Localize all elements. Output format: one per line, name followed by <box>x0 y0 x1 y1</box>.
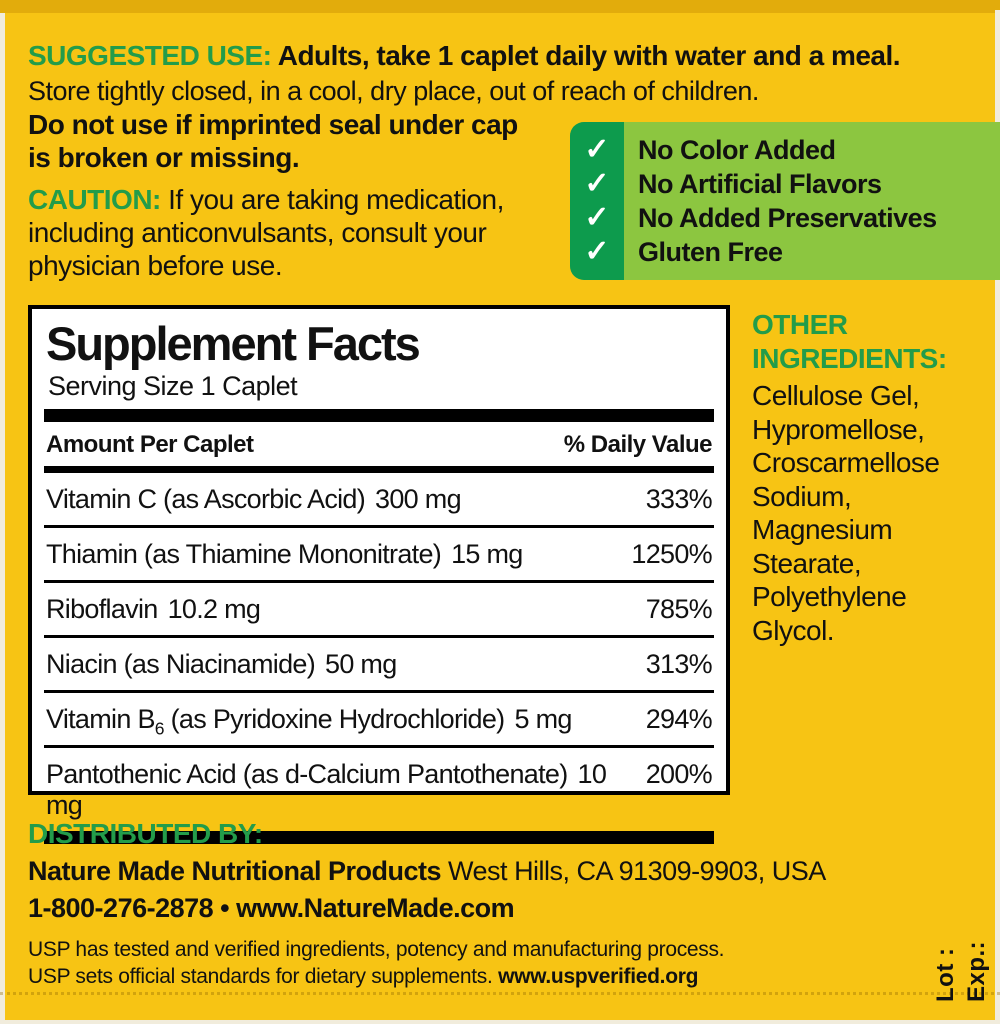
nutrient-amount: 15 mg <box>451 539 523 570</box>
divider-medium <box>44 466 714 474</box>
nutrient-daily-value: 1250% <box>631 539 712 570</box>
nutrient-row: Thiamin (as Thiamine Mononitrate) 15 mg 12… <box>44 528 714 584</box>
checklist-item: ✓ Gluten Free <box>570 235 1000 269</box>
divider-thick <box>44 409 714 423</box>
suggested-use-line: SUGGESTED USE: Adults, take 1 caplet dai… <box>28 40 901 72</box>
label-top-strip <box>0 0 1000 13</box>
serving-size: Serving Size 1 Caplet <box>48 371 298 402</box>
checklist-item-label: No Added Preservatives <box>638 202 937 233</box>
other-ingredients-list: Cellulose Gel, Hypromellose, Croscarmell… <box>752 380 940 646</box>
fold-line <box>0 992 1000 995</box>
distributor-line: Nature Made Nutritional Products West Hi… <box>28 856 826 887</box>
checkmark-icon: ✓ <box>584 133 610 166</box>
usp-url: www.uspverified.org <box>498 965 699 988</box>
nutrient-name: Niacin (as Niacinamide) 50 mg <box>46 649 397 680</box>
nutrient-daily-value: 785% <box>645 594 713 625</box>
facts-header-row: Amount Per Caplet % Daily Value <box>44 422 714 466</box>
label-bottom-edge <box>0 1020 1000 1024</box>
nutrient-row: Vitamin B6 (as Pyridoxine Hydrochloride)… <box>44 693 714 749</box>
distributor-contact: 1-800-276-2878 • www.NatureMade.com <box>28 893 515 923</box>
caution-heading: CAUTION: <box>28 184 161 215</box>
nutrient-row: Pantothenic Acid (as d-Calcium Pantothen… <box>44 748 714 831</box>
caution-block: CAUTION: If you are taking medication, i… <box>28 183 533 282</box>
nutrient-amount: 5 mg <box>514 704 572 735</box>
nutrient-name: Vitamin B6 (as Pyridoxine Hydrochloride)… <box>46 704 572 739</box>
nutrient-daily-value: 333% <box>645 484 713 515</box>
checkmark-icon: ✓ <box>584 201 610 234</box>
distributed-by-block: DISTRIBUTED BY: Nature Made Nutritional … <box>28 818 826 924</box>
claims-checklist-box: ✓ No Color Added ✓ No Artificial Flavors ✓ No… <box>570 122 1000 280</box>
nutrient-amount: 10.2 mg <box>167 594 261 625</box>
usp-block: USP has tested and verified ingredients,… <box>28 936 725 990</box>
checklist-item-label: Gluten Free <box>638 236 783 267</box>
other-ingredients-block: OTHER INGREDIENTS: Cellulose Gel, Hyprom… <box>752 308 992 647</box>
label-left-edge <box>0 13 5 1024</box>
nutrient-name: Vitamin C (as Ascorbic Acid) 300 mg <box>46 484 462 515</box>
amount-per-caplet-header: Amount Per Caplet <box>46 431 254 459</box>
supplement-facts-title: Supplement Facts <box>46 317 421 370</box>
nutrient-name: Riboflavin 10.2 mg <box>46 594 261 625</box>
exp-label: Exp.: <box>963 940 990 1002</box>
nutrient-amount: 50 mg <box>325 649 397 680</box>
checkmark-icon: ✓ <box>584 235 610 268</box>
distributor-company: Nature Made Nutritional Products <box>28 856 442 886</box>
other-ingredients-heading: OTHER INGREDIENTS: <box>752 309 947 374</box>
nutrient-daily-value: 294% <box>645 704 713 735</box>
supplement-facts-panel: Supplement Facts Serving Size 1 Caplet A… <box>28 305 730 845</box>
distributed-by-heading: DISTRIBUTED BY: <box>28 818 263 849</box>
usp-line2: USP sets official standards for dietary … <box>28 963 724 990</box>
nutrient-row: Vitamin C (as Ascorbic Acid) 300 mg 333% <box>44 473 714 529</box>
checklist-green-strip <box>570 122 624 280</box>
usp-line2-text: USP sets official standards for dietary … <box>28 965 499 988</box>
nutrient-daily-value: 313% <box>645 649 713 680</box>
nutrient-row: Riboflavin 10.2 mg 785% <box>44 583 714 639</box>
suggested-use-heading: SUGGESTED USE: <box>28 40 272 71</box>
label-right-edge <box>995 10 1000 1024</box>
checklist-rows: ✓ No Color Added ✓ No Artificial Flavors ✓ No… <box>570 133 1000 269</box>
nutrient-daily-value: 200% <box>645 759 713 790</box>
usp-line1: USP has tested and verified ingredients,… <box>28 938 725 961</box>
daily-value-header: % Daily Value <box>563 431 713 459</box>
sf-rows: Vitamin C (as Ascorbic Acid) 300 mg 333% Th… <box>44 473 714 831</box>
nutrient-row: Niacin (as Niacinamide) 50 mg 313% <box>44 638 714 694</box>
checklist-item: ✓ No Color Added <box>570 133 1000 167</box>
checkmark-icon: ✓ <box>584 167 610 200</box>
checklist-item: ✓ No Artificial Flavors <box>570 167 1000 201</box>
checklist-item-label: No Artificial Flavors <box>638 168 882 199</box>
nutrient-name: Thiamin (as Thiamine Mononitrate) 15 mg <box>46 539 523 570</box>
divider-thick-bottom <box>44 831 714 845</box>
checklist-item: ✓ No Added Preservatives <box>570 201 1000 235</box>
nutrient-name: Pantothenic Acid (as d-Calcium Pantothen… <box>46 759 607 821</box>
lot-label: Lot : <box>932 947 959 1002</box>
seal-warning: Do not use if imprinted seal under cap i… <box>28 109 518 173</box>
storage-instructions: Store tightly closed, in a cool, dry pla… <box>28 76 759 106</box>
distributor-address: West Hills, CA 91309-9903, USA <box>441 856 826 886</box>
nutrient-amount: 300 mg <box>375 484 462 515</box>
suggested-use-dose: Adults, take 1 caplet daily with water a… <box>277 40 901 71</box>
checklist-item-label: No Color Added <box>638 134 836 165</box>
caution-text: If you are taking medication, including … <box>28 184 504 281</box>
nutrient-amount: 10 mg <box>46 759 607 821</box>
